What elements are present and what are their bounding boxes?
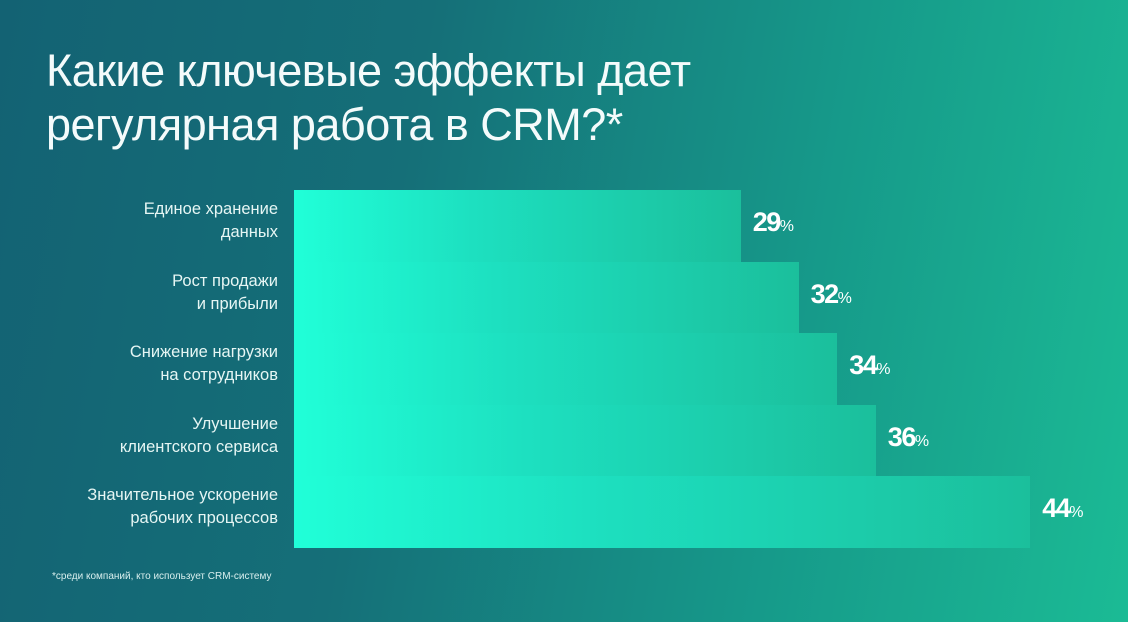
value-unit: % bbox=[837, 289, 852, 307]
page-title: Какие ключевые эффекты дает регулярная р… bbox=[46, 44, 691, 152]
title-line-1: Какие ключевые эффекты дает bbox=[46, 45, 691, 96]
category-label-line: на сотрудников bbox=[160, 366, 278, 384]
value-number: 32 bbox=[810, 278, 840, 309]
value-number: 34 bbox=[849, 350, 878, 380]
bar bbox=[294, 476, 1031, 548]
category-label: Рост продажи и прибыли bbox=[0, 270, 278, 316]
value-number: 44 bbox=[1042, 493, 1071, 523]
title-line-2: регулярная работа в CRM?* bbox=[46, 99, 623, 150]
category-label-line: данных bbox=[220, 223, 278, 241]
category-label-line: Значительное ускорение bbox=[87, 486, 278, 504]
value-label: 29% bbox=[753, 207, 794, 238]
bar bbox=[294, 190, 741, 262]
category-label-line: рабочих процессов bbox=[130, 509, 278, 527]
bar bbox=[294, 333, 838, 405]
category-label-line: Рост продажи bbox=[172, 271, 278, 290]
category-label-line: Улучшение bbox=[192, 414, 278, 433]
footnote: *среди компаний, кто использует CRM-сист… bbox=[52, 571, 272, 582]
value-label: 44% bbox=[1042, 493, 1083, 524]
category-label-line: Единое хранение bbox=[143, 200, 278, 218]
value-unit: % bbox=[779, 218, 794, 235]
bar bbox=[294, 261, 799, 334]
value-unit: % bbox=[876, 361, 891, 378]
category-label: Значительное ускорение рабочих процессов bbox=[0, 484, 278, 530]
bar bbox=[294, 404, 876, 477]
value-label: 32% bbox=[811, 279, 852, 310]
value-unit: % bbox=[1069, 504, 1084, 521]
category-label: Улучшение клиентского сервиса bbox=[0, 413, 278, 459]
value-number: 29 bbox=[752, 207, 782, 237]
category-label-line: клиентского сервиса bbox=[119, 437, 278, 456]
value-unit: % bbox=[914, 432, 930, 450]
value-number: 36 bbox=[887, 421, 917, 452]
value-label: 34% bbox=[849, 350, 890, 381]
category-label-line: Снижение нагрузки bbox=[129, 343, 278, 361]
category-label: Единое хранение данных bbox=[0, 198, 278, 244]
value-label: 36% bbox=[888, 422, 929, 453]
category-label: Снижение нагрузки на сотрудников bbox=[0, 341, 278, 387]
category-label-line: и прибыли bbox=[196, 294, 278, 313]
